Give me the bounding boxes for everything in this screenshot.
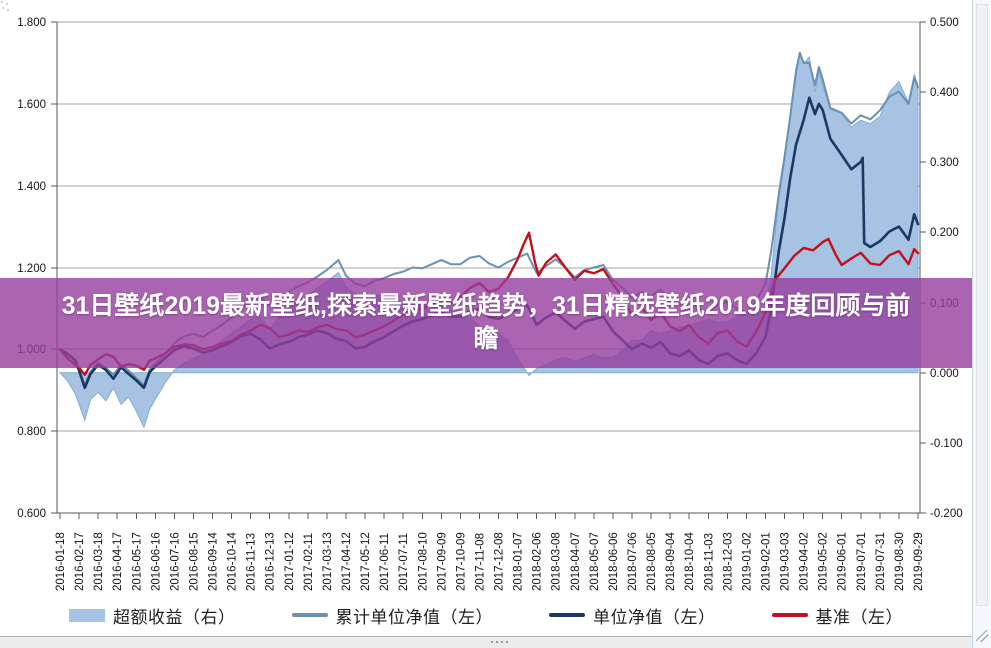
scrollbar-track[interactable] xyxy=(976,4,988,606)
svg-text:2018-12-03: 2018-12-03 xyxy=(722,532,734,591)
svg-text:2016-04-17: 2016-04-17 xyxy=(112,532,124,591)
svg-text:1.800: 1.800 xyxy=(17,17,46,29)
svg-text:2019-01-02: 2019-01-02 xyxy=(741,532,753,591)
svg-text:2016-12-13: 2016-12-13 xyxy=(265,532,277,591)
svg-text:0.300: 0.300 xyxy=(930,157,959,169)
svg-text:0.400: 0.400 xyxy=(930,87,959,99)
svg-text:2018-04-07: 2018-04-07 xyxy=(570,532,582,591)
right-axis-labels: 0.5000.4000.3000.2000.1000.000-0.100-0.2… xyxy=(930,17,963,520)
svg-text:2017-03-13: 2017-03-13 xyxy=(322,532,334,591)
legend-area-swatch xyxy=(69,608,105,622)
series-area-0 xyxy=(58,53,919,429)
svg-text:2018-08-05: 2018-08-05 xyxy=(646,532,658,591)
svg-text:2016-01-18: 2016-01-18 xyxy=(55,532,67,591)
overlay-title-line2: 瞻 xyxy=(473,325,499,353)
splitter-handle-icon[interactable] xyxy=(486,639,512,645)
svg-text:2016-05-17: 2016-05-17 xyxy=(131,532,143,591)
resize-grip-icon[interactable] xyxy=(976,630,988,642)
svg-text:2018-11-03: 2018-11-03 xyxy=(703,533,715,591)
vertical-scrollbar[interactable] xyxy=(972,0,991,648)
svg-text:2017-04-12: 2017-04-12 xyxy=(341,532,353,591)
svg-text:2018-06-06: 2018-06-06 xyxy=(608,532,620,591)
legend-line-swatch xyxy=(291,613,328,617)
svg-text:2019-06-01: 2019-06-01 xyxy=(837,532,849,591)
svg-text:2017-05-12: 2017-05-12 xyxy=(360,532,372,591)
legend-line-swatch xyxy=(771,613,808,617)
svg-text:2019-03-03: 2019-03-03 xyxy=(780,532,792,591)
svg-text:2016-03-18: 2016-03-18 xyxy=(93,532,105,591)
svg-text:2016-10-14: 2016-10-14 xyxy=(227,532,239,591)
svg-text:2017-01-12: 2017-01-12 xyxy=(284,532,296,591)
svg-text:2019-07-31: 2019-07-31 xyxy=(875,532,887,591)
svg-text:2019-02-01: 2019-02-01 xyxy=(761,532,773,591)
svg-text:2018-10-04: 2018-10-04 xyxy=(684,532,696,591)
legend-line-swatch xyxy=(549,613,585,617)
svg-text:2016-02-17: 2016-02-17 xyxy=(74,532,86,591)
svg-text:1.600: 1.600 xyxy=(17,99,46,111)
title-overlay-banner: 31日壁纸2019最新壁纸,探索最新壁纸趋势，31日精选壁纸2019年度回顾与前… xyxy=(0,278,972,368)
svg-text:2017-02-11: 2017-02-11 xyxy=(303,533,315,591)
axes xyxy=(51,21,926,519)
svg-text:2017-12-08: 2017-12-08 xyxy=(494,532,506,591)
legend-label: 单位净值（左） xyxy=(593,607,716,627)
svg-text:0.000: 0.000 xyxy=(930,368,959,380)
svg-text:2018-02-06: 2018-02-06 xyxy=(532,532,544,591)
svg-text:2017-11-08: 2017-11-08 xyxy=(475,533,487,591)
svg-text:2019-09-29: 2019-09-29 xyxy=(913,532,925,591)
legend-label: 累计单位净值（左） xyxy=(335,607,493,627)
svg-text:1.200: 1.200 xyxy=(17,263,46,275)
svg-text:2017-06-11: 2017-06-11 xyxy=(379,533,391,591)
svg-text:2017-07-11: 2017-07-11 xyxy=(398,533,410,591)
svg-text:2018-03-08: 2018-03-08 xyxy=(551,532,563,591)
legend-item-3[interactable]: 基准（左） xyxy=(771,603,904,628)
corner-handle-icon xyxy=(1,1,11,13)
svg-text:2017-08-10: 2017-08-10 xyxy=(417,532,429,591)
svg-text:0.200: 0.200 xyxy=(930,227,959,239)
svg-text:2018-01-07: 2018-01-07 xyxy=(513,532,525,591)
svg-text:2017-10-09: 2017-10-09 xyxy=(455,532,467,591)
svg-text:2019-04-02: 2019-04-02 xyxy=(799,532,811,591)
svg-text:0.600: 0.600 xyxy=(17,508,46,520)
svg-text:2018-05-07: 2018-05-07 xyxy=(589,532,601,591)
svg-text:2019-07-01: 2019-07-01 xyxy=(856,532,868,591)
svg-text:2016-11-13: 2016-11-13 xyxy=(246,533,258,591)
svg-text:1.400: 1.400 xyxy=(17,181,46,193)
svg-text:0.500: 0.500 xyxy=(930,17,959,29)
svg-text:2016-09-14: 2016-09-14 xyxy=(208,532,220,591)
svg-text:2018-07-06: 2018-07-06 xyxy=(627,532,639,591)
svg-text:2019-08-30: 2019-08-30 xyxy=(894,532,906,591)
x-axis-labels: 2016-01-18 2016-02-17 2016-03-18 2016-04-17… xyxy=(55,532,925,591)
bottom-divider xyxy=(0,636,972,637)
bottom-gutter xyxy=(0,637,972,648)
svg-text:2017-09-09: 2017-09-09 xyxy=(436,532,448,591)
legend-label: 超额收益（右） xyxy=(113,607,236,627)
series-group xyxy=(58,51,920,429)
svg-text:2019-05-02: 2019-05-02 xyxy=(818,532,830,591)
legend-item-2[interactable]: 单位净值（左） xyxy=(549,603,716,628)
legend-item-1[interactable]: 累计单位净值（左） xyxy=(291,603,494,628)
legend-label: 基准（左） xyxy=(815,607,903,627)
svg-text:0.800: 0.800 xyxy=(17,426,46,438)
svg-text:2016-07-16: 2016-07-16 xyxy=(169,532,181,591)
svg-text:-0.100: -0.100 xyxy=(930,438,963,450)
svg-text:2016-06-16: 2016-06-16 xyxy=(150,532,162,591)
legend-item-0[interactable]: 超额收益（右） xyxy=(69,603,236,628)
svg-text:2018-09-04: 2018-09-04 xyxy=(665,532,677,591)
svg-text:-0.200: -0.200 xyxy=(930,508,963,520)
chart-legend: 超额收益（右） 累计单位净值（左） 单位净值（左） 基准（左） xyxy=(0,599,972,631)
svg-text:2016-08-15: 2016-08-15 xyxy=(189,532,201,591)
overlay-title-line1: 31日壁纸2019最新壁纸,探索最新壁纸趋势，31日精选壁纸2019年度回顾与前 xyxy=(61,292,911,320)
